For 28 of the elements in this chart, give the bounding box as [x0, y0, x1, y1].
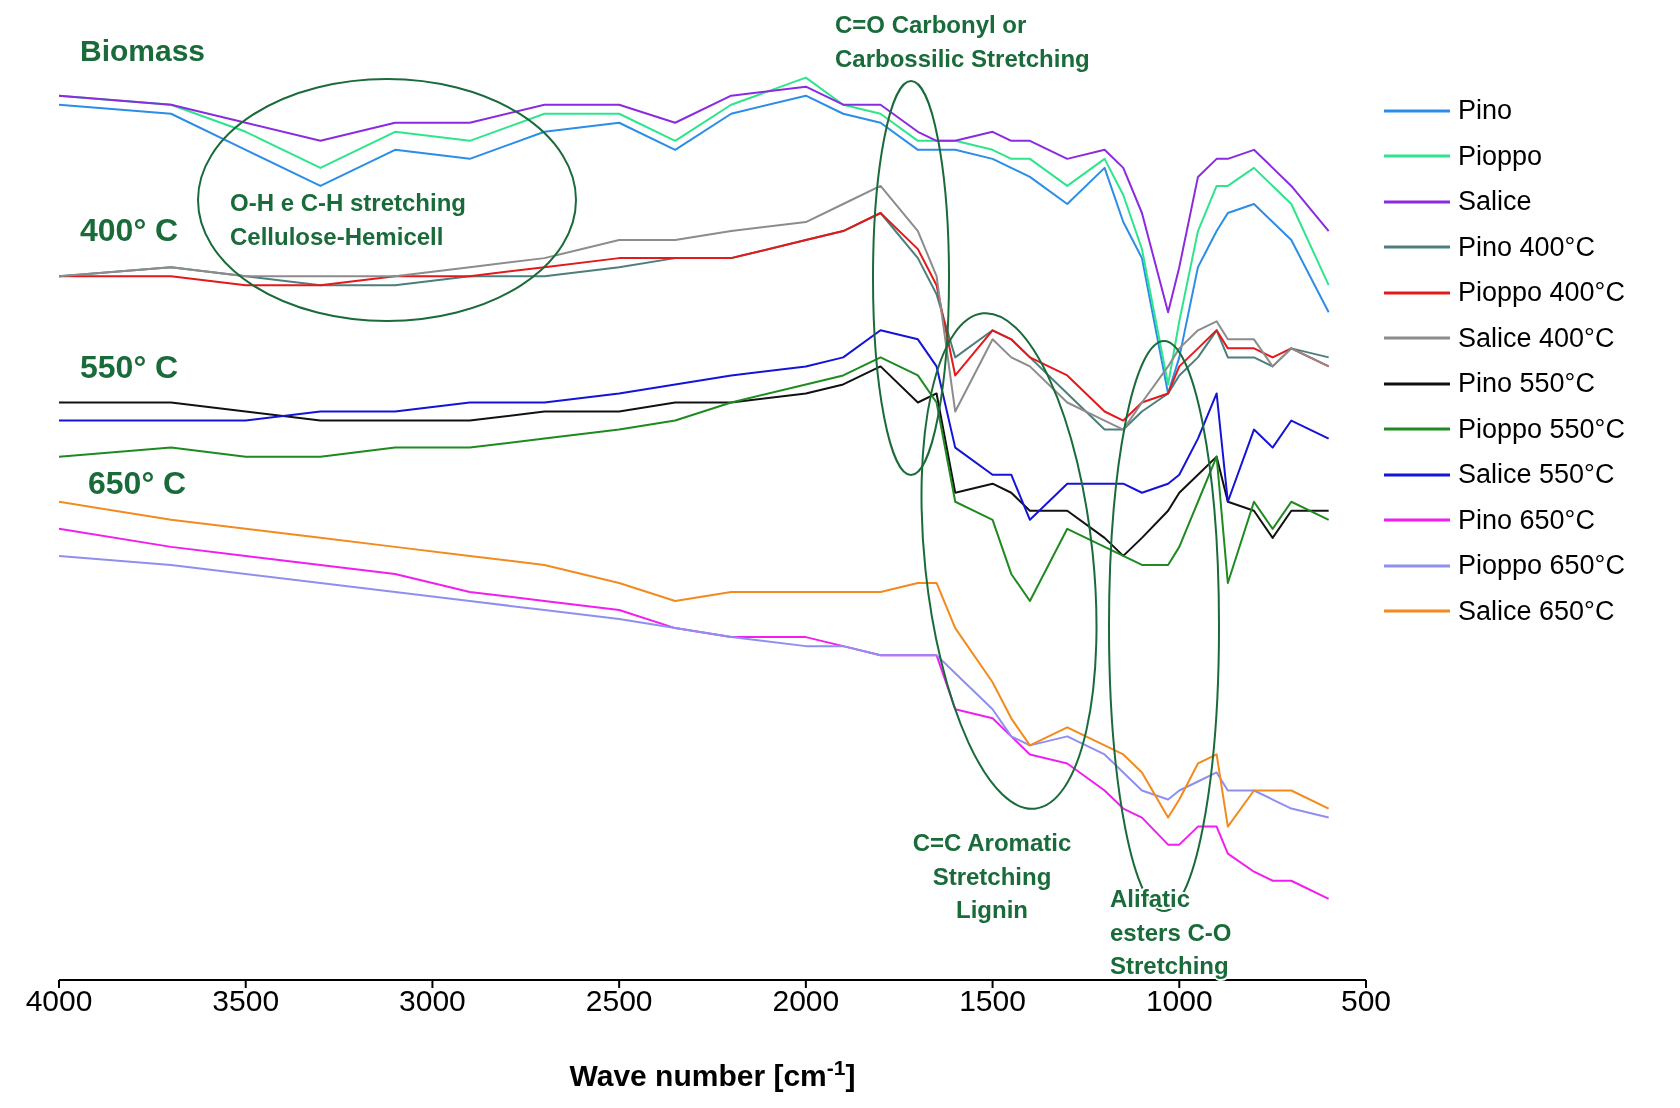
legend-label: Salice: [1458, 186, 1532, 218]
x-tick-label: 2500: [585, 984, 653, 1018]
legend-label: Pino 550°C: [1458, 368, 1595, 400]
x-tick-label: 3000: [399, 984, 466, 1018]
legend-label: Salice 550°C: [1458, 459, 1615, 491]
x-axis-title: Wave number [cm$^{-1}$]: [569, 1055, 856, 1092]
legend-label: Pino 400°C: [1458, 231, 1595, 263]
legend-label: Pioppo 650°C: [1458, 550, 1625, 582]
annotation: 650° C: [88, 465, 187, 501]
x-tick-label: 2000: [772, 984, 840, 1018]
x-tick-label: 1000: [1145, 984, 1213, 1018]
legend-label: Pioppo: [1458, 140, 1543, 172]
text: C=O Carbonyl or Carbossilic Stretching: [835, 10, 1090, 72]
text: Biomass: [80, 33, 206, 67]
annotation: C=C Aromatic Stretching Lignin: [912, 828, 1072, 923]
legend-label: Pioppo 550°C: [1458, 413, 1625, 445]
legend-label: Salice 400°C: [1458, 322, 1615, 354]
legend-label: Pino 650°C: [1458, 504, 1595, 536]
x-tick-label: 4000: [25, 984, 93, 1018]
legend-label: Pioppo 400°C: [1458, 277, 1625, 309]
legend-label: Pino: [1458, 95, 1513, 127]
x-tick-label: 500: [1340, 984, 1392, 1018]
x-tick-label: 1500: [959, 984, 1026, 1018]
annotation: 400° C: [80, 212, 179, 248]
x-tick-label: 3500: [212, 984, 280, 1018]
annotation: 550° C: [80, 349, 179, 385]
annotation: O-H e C-H stretching Cellulose-Hemicell: [230, 188, 467, 250]
legend-label: Salice 650°C: [1458, 595, 1615, 627]
